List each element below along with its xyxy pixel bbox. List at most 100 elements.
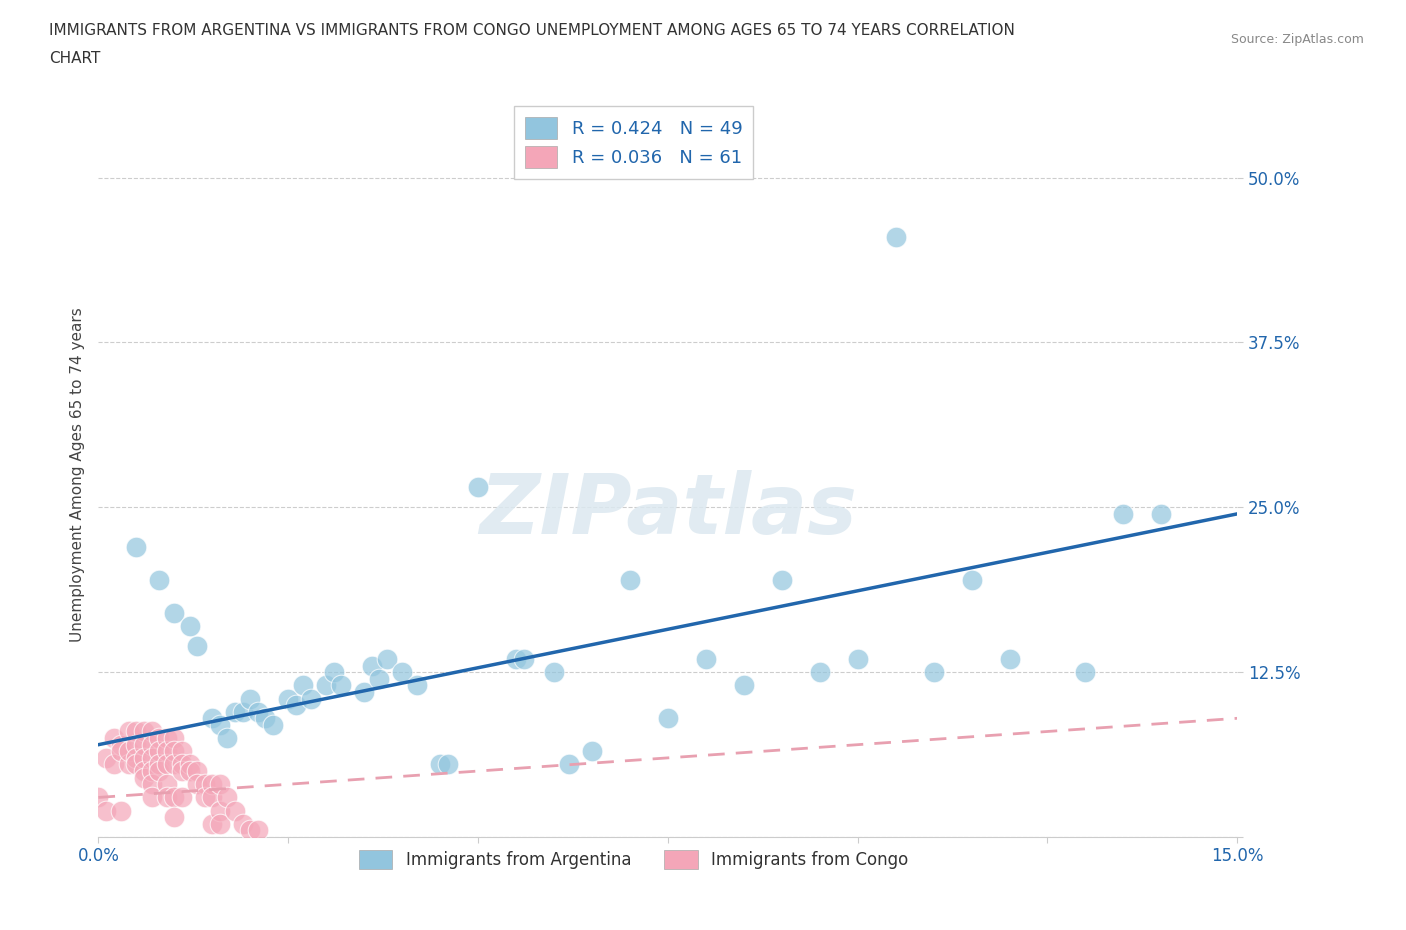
Point: [103, 757, 125, 772]
Point: [156, 731, 179, 746]
Point: [186, 638, 208, 653]
Point: [232, 817, 254, 831]
Point: [141, 777, 163, 791]
Point: [132, 770, 155, 785]
Point: [163, 605, 186, 620]
Point: [141, 737, 163, 752]
Point: [94, 751, 117, 765]
Point: [960, 572, 983, 587]
Point: [170, 790, 193, 804]
Point: [194, 790, 217, 804]
Text: ZIPatlas: ZIPatlas: [479, 470, 856, 551]
Point: [998, 652, 1021, 667]
Point: [224, 804, 246, 818]
Point: [922, 665, 945, 680]
Point: [239, 823, 262, 838]
Point: [201, 777, 224, 791]
Point: [179, 618, 201, 633]
Point: [170, 764, 193, 778]
Point: [179, 764, 201, 778]
Point: [148, 757, 170, 772]
Point: [141, 751, 163, 765]
Point: [118, 757, 141, 772]
Point: [132, 724, 155, 739]
Legend: Immigrants from Argentina, Immigrants from Congo: Immigrants from Argentina, Immigrants fr…: [353, 844, 915, 876]
Point: [436, 757, 458, 772]
Point: [163, 810, 186, 825]
Point: [429, 757, 451, 772]
Point: [201, 817, 224, 831]
Point: [299, 691, 322, 706]
Point: [125, 751, 148, 765]
Point: [94, 804, 117, 818]
Point: [246, 823, 269, 838]
Point: [110, 804, 132, 818]
Point: [170, 757, 193, 772]
Point: [368, 671, 391, 686]
Point: [118, 744, 141, 759]
Point: [360, 658, 382, 673]
Point: [208, 804, 231, 818]
Point: [125, 757, 148, 772]
Point: [118, 724, 141, 739]
Point: [156, 777, 179, 791]
Point: [254, 711, 277, 725]
Point: [558, 757, 581, 772]
Point: [770, 572, 793, 587]
Text: Source: ZipAtlas.com: Source: ZipAtlas.com: [1230, 33, 1364, 46]
Point: [277, 691, 299, 706]
Point: [262, 717, 284, 732]
Point: [406, 678, 429, 693]
Point: [217, 790, 239, 804]
Y-axis label: Unemployment Among Ages 65 to 74 years: Unemployment Among Ages 65 to 74 years: [69, 307, 84, 642]
Point: [1150, 507, 1173, 522]
Point: [1112, 507, 1135, 522]
Point: [512, 652, 534, 667]
Point: [132, 751, 155, 765]
Point: [163, 790, 186, 804]
Point: [322, 665, 344, 680]
Point: [208, 817, 231, 831]
Point: [163, 744, 186, 759]
Text: CHART: CHART: [49, 51, 101, 66]
Point: [353, 684, 375, 699]
Point: [467, 480, 489, 495]
Point: [110, 737, 132, 752]
Point: [733, 678, 755, 693]
Point: [141, 764, 163, 778]
Point: [186, 764, 208, 778]
Point: [148, 572, 170, 587]
Point: [148, 731, 170, 746]
Point: [194, 777, 217, 791]
Point: [163, 757, 186, 772]
Point: [179, 757, 201, 772]
Point: [619, 572, 641, 587]
Point: [132, 737, 155, 752]
Point: [87, 790, 110, 804]
Point: [170, 744, 193, 759]
Point: [125, 724, 148, 739]
Point: [695, 652, 717, 667]
Point: [208, 717, 231, 732]
Point: [156, 790, 179, 804]
Point: [391, 665, 413, 680]
Point: [148, 744, 170, 759]
Point: [148, 764, 170, 778]
Point: [141, 724, 163, 739]
Point: [103, 731, 125, 746]
Point: [132, 764, 155, 778]
Point: [330, 678, 353, 693]
Point: [156, 757, 179, 772]
Point: [201, 790, 224, 804]
Point: [125, 539, 148, 554]
Point: [163, 731, 186, 746]
Point: [186, 777, 208, 791]
Point: [505, 652, 527, 667]
Point: [125, 737, 148, 752]
Point: [375, 652, 398, 667]
Point: [246, 704, 269, 719]
Point: [224, 704, 246, 719]
Point: [846, 652, 869, 667]
Point: [208, 777, 231, 791]
Point: [284, 698, 307, 712]
